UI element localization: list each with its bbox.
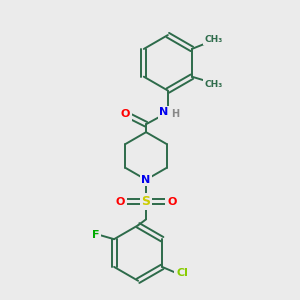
Text: O: O — [116, 196, 125, 206]
Text: S: S — [142, 195, 151, 208]
Text: O: O — [167, 196, 176, 206]
Text: N: N — [159, 107, 169, 117]
Text: Cl: Cl — [176, 268, 188, 278]
Text: F: F — [92, 230, 99, 240]
Text: CH₃: CH₃ — [205, 80, 223, 89]
Text: O: O — [121, 109, 130, 119]
Text: CH₃: CH₃ — [205, 34, 223, 43]
Text: H: H — [171, 109, 179, 119]
Text: N: N — [141, 175, 151, 185]
